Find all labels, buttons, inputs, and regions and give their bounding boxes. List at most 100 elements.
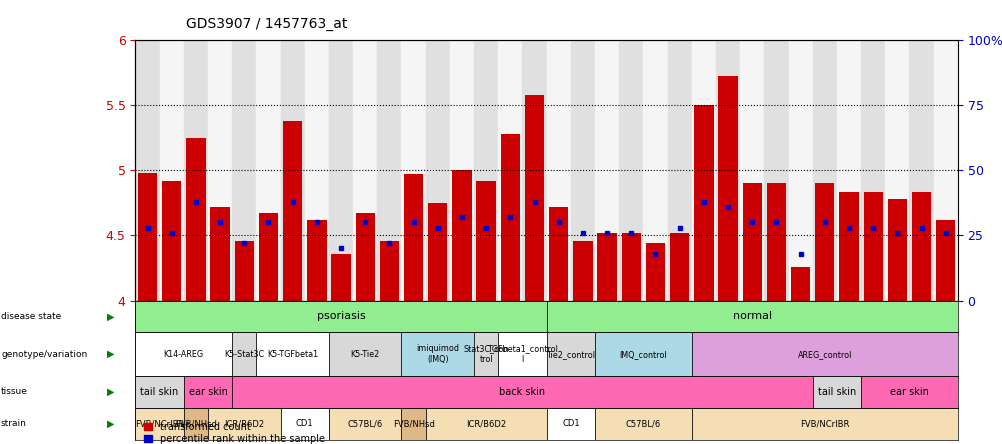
Bar <box>207 408 281 440</box>
Bar <box>546 40 570 301</box>
Text: ear skin: ear skin <box>889 387 928 397</box>
Bar <box>741 183 762 301</box>
Bar <box>428 203 447 301</box>
Text: tissue: tissue <box>1 387 28 396</box>
Bar <box>283 121 302 301</box>
Bar <box>231 40 257 301</box>
Bar <box>135 408 183 440</box>
Bar <box>645 243 664 301</box>
Bar <box>210 207 229 301</box>
Text: FVB/NHsd: FVB/NHsd <box>174 419 216 428</box>
Bar <box>594 40 618 301</box>
Bar <box>546 408 594 440</box>
Text: ▶: ▶ <box>106 419 114 428</box>
Bar <box>812 376 861 408</box>
Text: FVB/NCrIBR: FVB/NCrIBR <box>800 419 849 428</box>
Bar <box>717 76 737 301</box>
Text: ▶: ▶ <box>106 312 114 321</box>
Bar <box>329 40 353 301</box>
Bar <box>935 220 955 301</box>
Bar <box>522 40 546 301</box>
Bar <box>570 40 594 301</box>
Bar <box>861 376 957 408</box>
Text: K5-TGFbeta1: K5-TGFbeta1 <box>267 349 318 359</box>
Bar <box>791 267 810 301</box>
Bar <box>135 301 546 333</box>
Bar <box>476 181 495 301</box>
Bar <box>259 213 278 301</box>
Bar <box>183 376 231 408</box>
Bar <box>425 408 546 440</box>
Text: GDS3907 / 1457763_at: GDS3907 / 1457763_at <box>185 17 347 31</box>
Bar <box>812 40 836 301</box>
Bar <box>159 40 183 301</box>
Bar <box>353 40 377 301</box>
Bar <box>257 333 329 376</box>
Bar <box>498 333 546 376</box>
Text: CD1: CD1 <box>561 419 579 428</box>
Text: tail skin: tail skin <box>140 387 178 397</box>
Text: normal: normal <box>731 312 772 321</box>
Text: IMQ_control: IMQ_control <box>619 349 666 359</box>
Bar <box>861 40 885 301</box>
Bar <box>573 241 592 301</box>
Bar <box>135 40 159 301</box>
Bar <box>524 95 544 301</box>
Bar <box>307 220 327 301</box>
Bar <box>766 183 786 301</box>
Legend: transformed count, percentile rank within the sample: transformed count, percentile rank withi… <box>140 418 329 444</box>
Bar <box>693 105 712 301</box>
Bar <box>911 192 930 301</box>
Bar <box>183 408 207 440</box>
Bar <box>186 138 205 301</box>
Bar <box>500 134 519 301</box>
Bar <box>380 241 399 301</box>
Bar <box>739 40 764 301</box>
Text: K14-AREG: K14-AREG <box>163 349 203 359</box>
Bar <box>135 376 183 408</box>
Bar <box>452 170 471 301</box>
Bar <box>788 40 812 301</box>
Bar <box>281 408 329 440</box>
Bar <box>863 192 882 301</box>
Text: Tie2_control: Tie2_control <box>546 349 595 359</box>
Bar <box>836 40 861 301</box>
Bar <box>401 333 474 376</box>
Bar <box>329 333 401 376</box>
Bar <box>162 181 181 301</box>
Bar <box>715 40 739 301</box>
Bar <box>401 40 425 301</box>
Bar <box>546 301 957 333</box>
Bar <box>281 40 305 301</box>
Bar <box>401 408 425 440</box>
Bar <box>815 183 834 301</box>
Text: ear skin: ear skin <box>188 387 227 397</box>
Bar <box>231 376 812 408</box>
Bar <box>691 333 957 376</box>
Text: disease state: disease state <box>1 312 61 321</box>
Bar <box>329 408 401 440</box>
Bar <box>234 241 254 301</box>
Text: tail skin: tail skin <box>817 387 855 397</box>
Bar <box>642 40 667 301</box>
Bar <box>667 40 691 301</box>
Text: K5-Stat3C: K5-Stat3C <box>224 349 265 359</box>
Bar <box>546 333 594 376</box>
Bar <box>331 254 351 301</box>
Bar <box>137 173 157 301</box>
Bar <box>909 40 933 301</box>
Bar <box>257 40 281 301</box>
Bar <box>404 174 423 301</box>
Text: FVB/NCrIBR: FVB/NCrIBR <box>135 419 184 428</box>
Text: genotype/variation: genotype/variation <box>1 349 87 359</box>
Text: ICR/B6D2: ICR/B6D2 <box>466 419 506 428</box>
Bar <box>548 207 568 301</box>
Text: FVB/NHsd: FVB/NHsd <box>392 419 434 428</box>
Text: ▶: ▶ <box>106 387 114 397</box>
Bar <box>450 40 474 301</box>
Bar <box>183 40 207 301</box>
Bar <box>355 213 375 301</box>
Bar <box>618 40 642 301</box>
Bar <box>669 233 688 301</box>
Bar <box>764 40 788 301</box>
